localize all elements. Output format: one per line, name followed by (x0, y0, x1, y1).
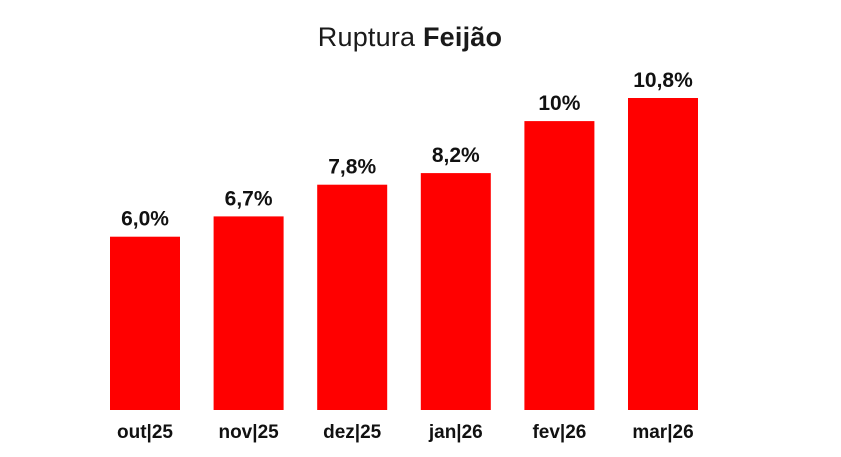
category-label-5: mar|26 (632, 422, 693, 443)
bars-group (110, 98, 698, 410)
chart-title: Ruptura Feijão (0, 22, 820, 53)
bar-0 (110, 236, 180, 410)
chart-title-regular: Ruptura (317, 22, 416, 52)
category-label-1: nov|25 (218, 422, 279, 443)
bar-1 (213, 216, 284, 410)
category-label-2: dez|25 (323, 422, 382, 443)
bar-value-label-4: 10% (538, 92, 580, 115)
bar-3 (420, 173, 491, 410)
chart-title-bold: Feijão (422, 22, 503, 52)
bar-value-label-5: 10,8% (633, 69, 693, 92)
category-labels-group: out|25 nov|25 dez|25 jan|26 fev|26 mar|26 (117, 422, 694, 443)
bar-2 (317, 184, 388, 410)
category-label-0: out|25 (117, 422, 173, 443)
category-label-4: fev|26 (532, 422, 586, 443)
bar-5 (628, 98, 698, 410)
value-labels-group: 6,0% 6,7% 7,8% 8,2% 10% 10,8% (121, 69, 693, 231)
category-label-3: jan|26 (428, 422, 483, 443)
bar-value-label-1: 6,7% (225, 187, 273, 210)
bar-value-label-2: 7,8% (328, 156, 376, 179)
bar-4 (524, 121, 595, 410)
bar-value-label-3: 8,2% (432, 144, 480, 167)
bar-value-label-0: 6,0% (121, 208, 169, 231)
